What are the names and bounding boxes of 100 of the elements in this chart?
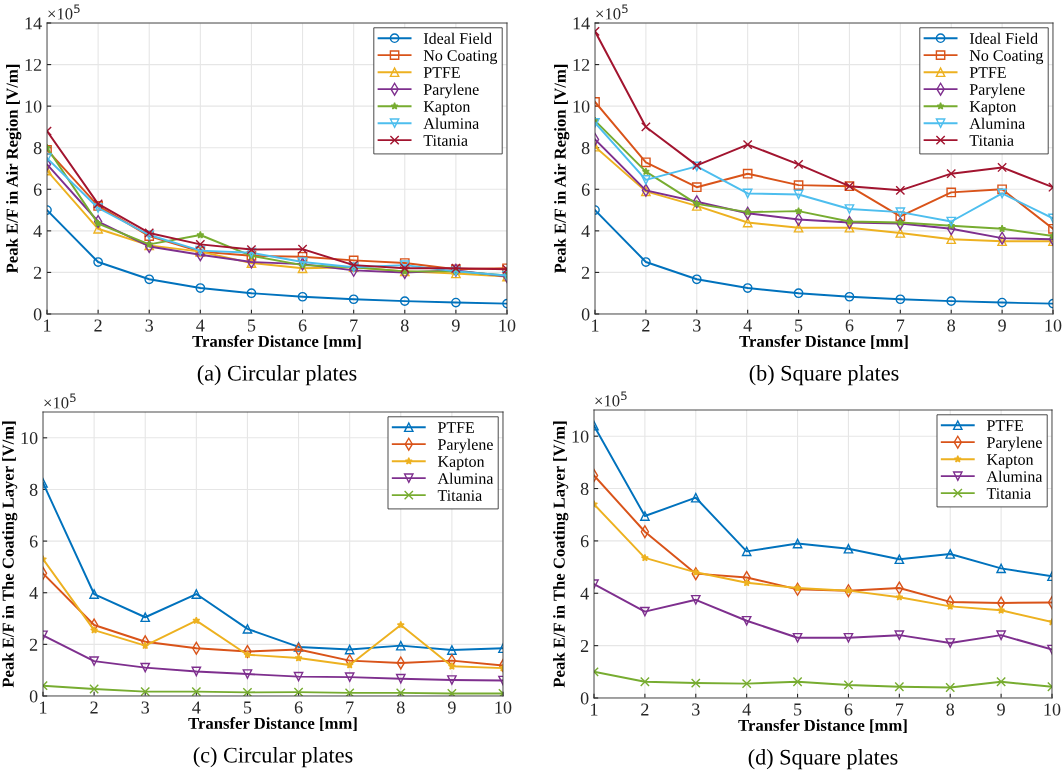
y-tick-label: 0: [33, 308, 42, 321]
y-tick-label: 12: [25, 58, 42, 71]
x-tick-label: 3: [692, 703, 700, 716]
y-tick-label: 10: [25, 100, 42, 113]
x-axis-title: Transfer Distance [mm]: [738, 719, 907, 734]
y-axis-title: Peak E/F in Air Region [V/m]: [554, 64, 570, 274]
y-tick-label: 4: [580, 587, 589, 600]
legend-label: Titania: [969, 135, 1014, 146]
legend-label: Kapton: [986, 454, 1034, 469]
y-tick-label: 10: [21, 432, 38, 445]
legend-label: Titania: [437, 490, 482, 501]
x-tick-label: 8: [400, 319, 409, 332]
y-tick-label: 8: [581, 141, 590, 155]
y-tick-label: 6: [33, 183, 42, 196]
y-tick-label: 2: [580, 639, 589, 652]
legend-label: Alumina: [423, 117, 479, 129]
legend-label: Kapton: [969, 101, 1017, 116]
text: (d) Square plates: [748, 749, 898, 770]
x-tick-label: 8: [396, 701, 405, 714]
legend-label: Alumina: [969, 117, 1025, 129]
legend-label: Kapton: [423, 101, 471, 116]
x-tick-label: 10: [1045, 319, 1062, 332]
legend-label: PTFE: [423, 67, 460, 78]
legend-label: Titania: [986, 488, 1031, 499]
x-tick-label: 2: [90, 701, 98, 714]
x-tick-label: 7: [350, 319, 358, 332]
x-tick-label: 2: [94, 319, 102, 332]
y-tick-label: 10: [572, 430, 589, 443]
text: (c) Circular plates: [193, 747, 353, 768]
y-tick-label: 4: [581, 225, 590, 238]
y-tick-label: 6: [581, 183, 590, 196]
y-tick-label: 2: [33, 266, 42, 279]
x-tick-label: 5: [243, 701, 252, 714]
legend-label: No Coating: [423, 50, 498, 65]
x-tick-label: 7: [346, 701, 354, 714]
legend-label: Kapton: [437, 456, 485, 471]
y-tick-label: 14: [25, 17, 42, 30]
y-tick-label: 14: [573, 17, 590, 30]
x-tick-label: 4: [742, 703, 751, 716]
x-axis-title: Transfer Distance [mm]: [739, 335, 908, 350]
legend-label: Alumina: [437, 472, 494, 484]
legend-label: Ideal Field: [423, 32, 492, 44]
y-tick-label: 12: [573, 58, 590, 71]
x-tick-label: 8: [947, 319, 956, 332]
legend-label: Parylene: [423, 83, 479, 99]
x-tick-label: 6: [844, 703, 853, 716]
legend-label: Ideal Field: [969, 32, 1038, 44]
x-tick-label: 4: [192, 701, 201, 714]
x-tick-label: 1: [40, 701, 47, 714]
x-tick-label: 3: [693, 319, 701, 332]
x-tick-label: 10: [499, 319, 516, 332]
x-tick-label: 6: [294, 701, 303, 714]
x-tick-label: 10: [495, 701, 512, 714]
y-tick-label: 4: [33, 225, 42, 238]
y-axis-title: Peak E/F in The Coating Layer [V/m]: [553, 421, 569, 688]
x-tick-label: 9: [447, 701, 456, 714]
x-tick-label: 3: [141, 701, 150, 714]
legend-label: Parylene: [986, 436, 1042, 452]
x-tick-label: 10: [1044, 703, 1061, 716]
x-tick-label: 1: [592, 319, 599, 332]
legend-label: Titania: [423, 135, 468, 146]
y-tick-label: 2: [581, 266, 590, 279]
x-tick-label: 3: [145, 319, 154, 332]
y-axis-title: Peak E/F in The Coating Layer [V/m]: [2, 421, 18, 688]
text: (b) Square plates: [749, 365, 899, 386]
x-tick-label: 2: [641, 703, 649, 716]
x-tick-label: 7: [897, 319, 905, 332]
y-tick-label: 4: [29, 587, 38, 599]
x-tick-label: 1: [591, 703, 598, 716]
x-tick-label: 9: [451, 319, 460, 332]
y-tick-label: 8: [580, 482, 589, 495]
legend-label: Alumina: [986, 470, 1043, 482]
y-tick-label: 10: [573, 100, 590, 113]
y-tick-label: 2: [29, 638, 38, 651]
x-tick-label: 5: [795, 319, 803, 332]
y-tick-label: 0: [581, 308, 590, 321]
text: ×10$^{5}$: [44, 393, 76, 409]
text: ×10$^{5}$: [48, 4, 80, 20]
x-tick-label: 2: [642, 319, 650, 332]
y-axis-title: Peak E/F in Air Region [V/m]: [6, 64, 22, 274]
y-tick-label: 8: [33, 141, 42, 155]
legend-label: Parylene: [437, 438, 493, 454]
legend-label: No Coating: [969, 50, 1044, 65]
legend-label: PTFE: [437, 422, 475, 433]
y-tick-label: 6: [580, 535, 589, 548]
y-tick-label: 8: [29, 483, 38, 496]
x-axis-title: Transfer Distance [mm]: [192, 335, 361, 350]
legend-label: Parylene: [969, 83, 1025, 99]
x-tick-label: 4: [196, 319, 205, 332]
y-tick-label: 0: [29, 690, 38, 703]
x-tick-label: 6: [845, 319, 854, 332]
x-tick-label: 7: [896, 703, 904, 716]
legend-label: PTFE: [986, 420, 1024, 431]
x-tick-label: 4: [743, 319, 752, 332]
text: ×10$^{5}$: [595, 391, 627, 407]
legend-label: PTFE: [969, 67, 1006, 78]
text: ×10$^{5}$: [596, 4, 628, 20]
x-tick-label: 6: [298, 319, 307, 332]
x-tick-label: 9: [997, 703, 1005, 716]
x-tick-label: 1: [44, 319, 51, 332]
